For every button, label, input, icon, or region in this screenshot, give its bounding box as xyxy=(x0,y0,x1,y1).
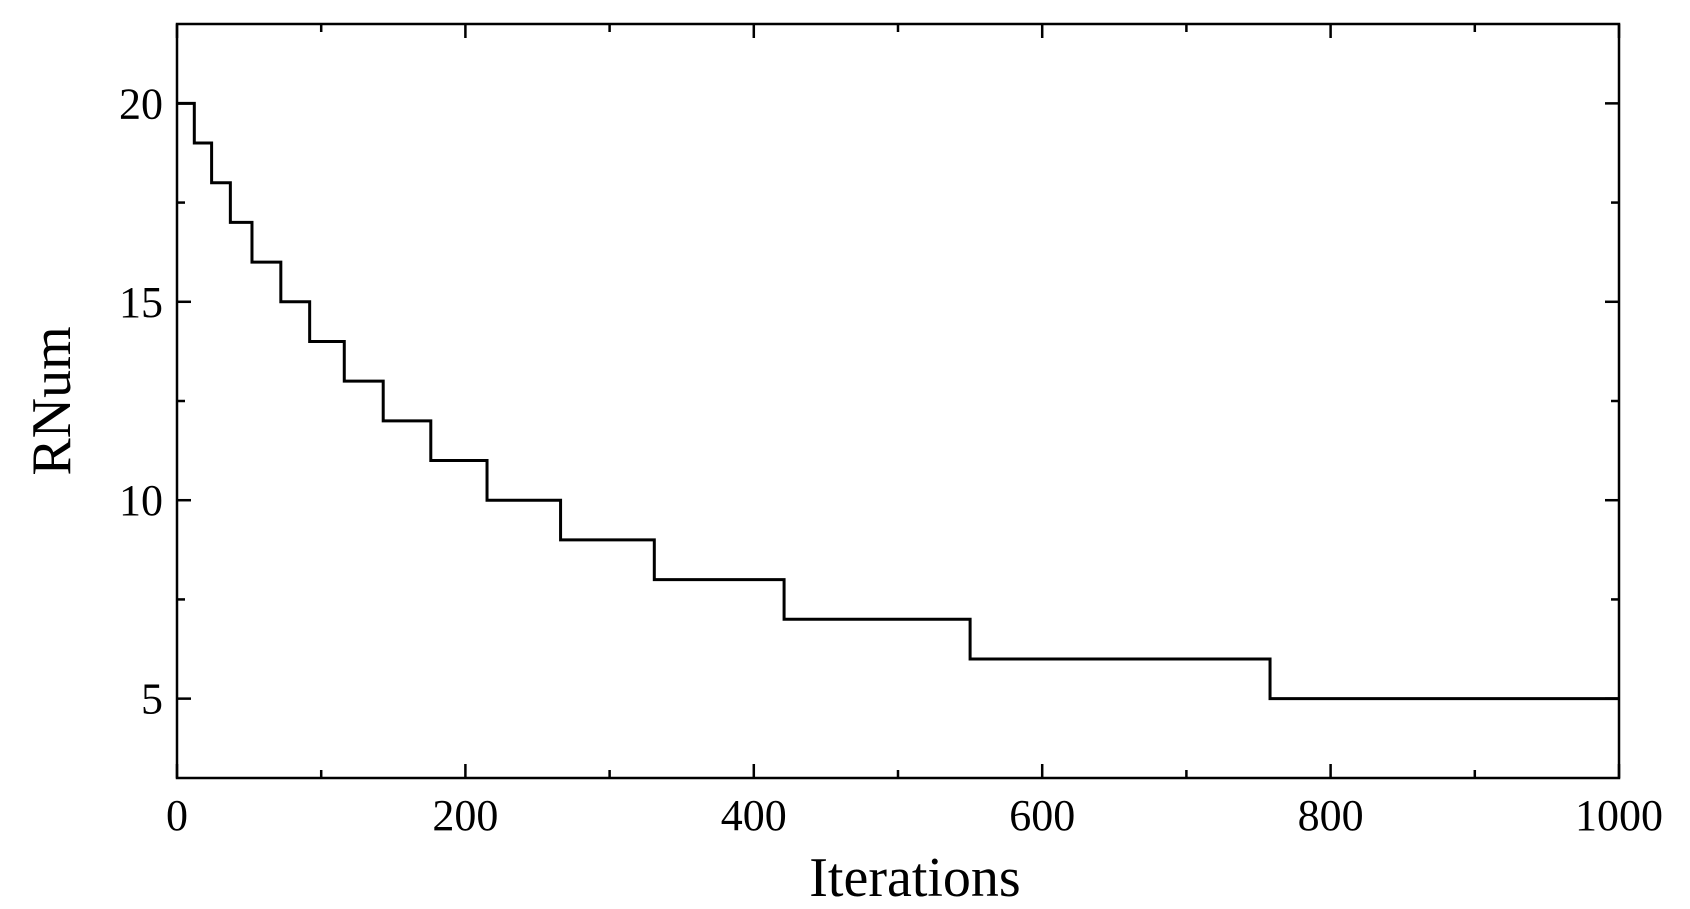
plot-frame xyxy=(175,22,1621,780)
x-tick-label: 0 xyxy=(166,791,188,840)
x-tick-label: 600 xyxy=(1009,791,1075,840)
x-tick-label: 1000 xyxy=(1575,791,1663,840)
series-line xyxy=(177,101,1619,701)
x-tick-label: 400 xyxy=(721,791,787,840)
y-tick-label: 10 xyxy=(119,476,163,525)
y-tick-label: 20 xyxy=(119,79,163,128)
x-tick-label: 800 xyxy=(1298,791,1364,840)
ticks xyxy=(175,24,1621,778)
x-axis-title: Iterations xyxy=(809,847,1020,909)
y-axis-title: RNum xyxy=(21,326,83,475)
y-tick-label: 5 xyxy=(141,675,163,724)
x-tick-label: 200 xyxy=(432,791,498,840)
y-tick-label: 15 xyxy=(119,278,163,327)
tick-labels: 0 200 400 600 800 1000 5 10 15 20 xyxy=(119,79,1663,840)
